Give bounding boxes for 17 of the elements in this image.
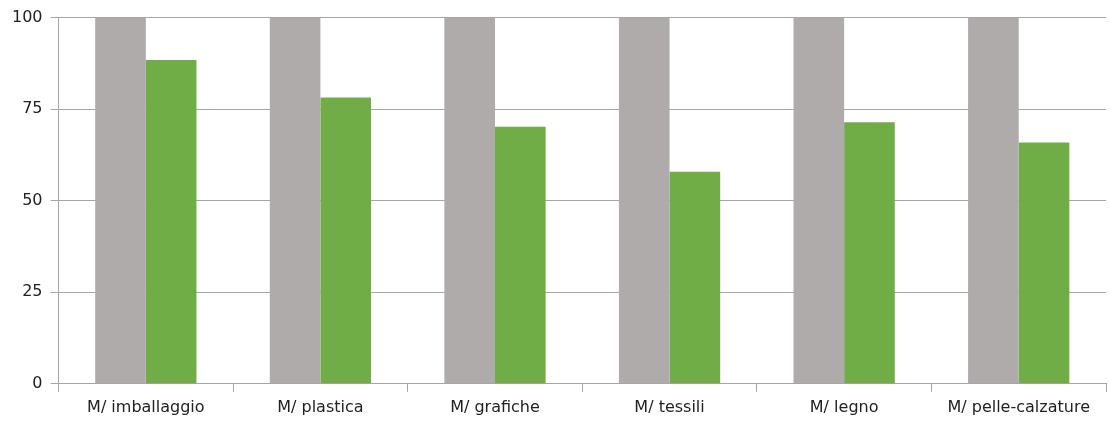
bar xyxy=(1018,142,1070,384)
bar xyxy=(494,126,546,384)
x-tick-label: M/ tessili xyxy=(634,396,705,416)
y-tick-label: 25 xyxy=(22,281,43,301)
x-tick-label: M/ legno xyxy=(809,396,879,416)
y-tick-label: 0 xyxy=(32,372,43,392)
y-tick-label: 50 xyxy=(22,189,43,209)
y-tick-label: 75 xyxy=(22,98,43,118)
bar xyxy=(844,122,895,384)
x-tick-label: M/ pelle-calzature xyxy=(947,396,1090,416)
y-tick-label: 100 xyxy=(11,6,43,26)
bar xyxy=(145,60,197,384)
bar xyxy=(669,171,721,384)
x-tick-label: M/ grafiche xyxy=(450,396,540,416)
x-tick-label: M/ imballaggio xyxy=(87,396,205,416)
x-tick-label: M/ plastica xyxy=(277,396,364,416)
bar xyxy=(320,97,372,384)
